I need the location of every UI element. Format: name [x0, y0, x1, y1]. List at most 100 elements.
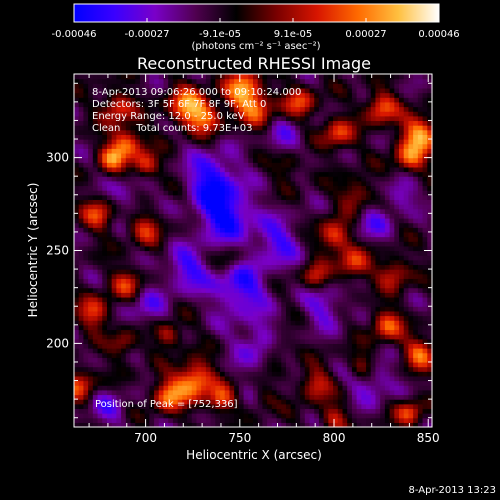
heatmap-cell	[347, 296, 353, 303]
heatmap-cell	[248, 329, 254, 335]
heatmap-cell	[290, 389, 296, 396]
heatmap-cell	[267, 422, 273, 428]
heatmap-cell	[229, 120, 235, 126]
heatmap-cell	[314, 250, 320, 256]
heatmap-cell	[257, 366, 264, 372]
heatmap-cell	[253, 97, 259, 103]
heatmap-cell	[366, 278, 372, 284]
heatmap-cell	[139, 315, 146, 321]
heatmap-cell	[347, 106, 353, 112]
heatmap-cell	[125, 338, 132, 344]
heatmap-cell	[135, 241, 141, 247]
heatmap-cell	[144, 222, 150, 228]
heatmap-cell	[111, 152, 117, 159]
heatmap-cell	[74, 194, 80, 200]
heatmap-cell	[187, 245, 193, 252]
heatmap-cell	[135, 292, 141, 298]
heatmap-cell	[271, 357, 278, 363]
heatmap-cell	[191, 115, 198, 122]
heatmap-cell	[290, 422, 296, 428]
heatmap-cell	[271, 408, 278, 414]
heatmap-cell	[238, 315, 245, 321]
heatmap-cell	[116, 125, 122, 131]
heatmap-cell	[149, 87, 155, 94]
heatmap-cell	[238, 111, 245, 117]
heatmap-cell	[243, 208, 249, 214]
heatmap-cell	[177, 310, 183, 317]
heatmap-cell	[281, 180, 287, 187]
heatmap-cell	[83, 92, 89, 98]
heatmap-cell	[163, 334, 169, 340]
heatmap-cell	[300, 422, 306, 428]
heatmap-cell	[380, 357, 386, 363]
heatmap-cell	[328, 162, 334, 168]
heatmap-cell	[144, 143, 150, 149]
heatmap-cell	[220, 171, 226, 177]
heatmap-cell	[333, 97, 339, 103]
heatmap-cell	[205, 148, 212, 154]
heatmap-cell	[370, 417, 377, 423]
heatmap-cell	[111, 348, 117, 354]
heatmap-cell	[177, 129, 183, 135]
heatmap-cell	[295, 148, 301, 154]
heatmap-cell	[201, 213, 207, 219]
heatmap-cell	[144, 348, 150, 354]
heatmap-cell	[238, 394, 245, 400]
heatmap-cell	[281, 245, 287, 252]
heatmap-cell	[201, 111, 207, 117]
heatmap-cell	[328, 217, 334, 224]
heatmap-cell	[78, 190, 85, 196]
heatmap-cell	[238, 213, 245, 219]
heatmap-cell	[172, 371, 179, 377]
heatmap-cell	[347, 301, 353, 307]
heatmap-cell	[210, 148, 216, 154]
heatmap-cell	[135, 227, 141, 233]
heatmap-cell	[366, 120, 372, 126]
heatmap-cell	[323, 157, 329, 163]
heatmap-cell	[234, 115, 240, 122]
heatmap-cell	[342, 87, 348, 94]
heatmap-cell	[238, 329, 245, 335]
heatmap-cell	[238, 106, 245, 112]
heatmap-cell	[356, 329, 362, 335]
heatmap-cell	[182, 222, 188, 228]
heatmap-cell	[102, 120, 108, 126]
heatmap-cell	[314, 171, 320, 177]
heatmap-cell	[83, 343, 89, 349]
heatmap-cell	[125, 315, 132, 321]
heatmap-cell	[149, 231, 155, 238]
heatmap-cell	[106, 97, 113, 103]
heatmap-cell	[74, 403, 80, 410]
heatmap-cell	[144, 101, 150, 108]
heatmap-cell	[285, 213, 292, 219]
heatmap-cell	[342, 92, 348, 98]
heatmap-cell	[149, 306, 155, 312]
heatmap-cell	[224, 190, 231, 196]
heatmap-cell	[238, 92, 245, 98]
heatmap-cell	[229, 292, 235, 298]
heatmap-cell	[323, 413, 329, 419]
heatmap-cell	[375, 278, 381, 284]
heatmap-cell	[347, 199, 353, 205]
heatmap-cell	[238, 194, 245, 200]
heatmap-cell	[116, 287, 122, 293]
heatmap-cell	[74, 222, 80, 228]
heatmap-cell	[267, 394, 273, 400]
heatmap-cell	[238, 199, 245, 205]
heatmap-cell	[243, 125, 249, 131]
heatmap-cell	[380, 403, 386, 410]
heatmap-cell	[135, 380, 141, 386]
heatmap-cell	[351, 125, 358, 131]
heatmap-cell	[172, 399, 179, 405]
heatmap-cell	[125, 408, 132, 414]
heatmap-cell	[205, 357, 212, 363]
heatmap-cell	[323, 389, 329, 396]
heatmap-cell	[106, 408, 113, 414]
heatmap-cell	[262, 375, 268, 382]
heatmap-cell	[116, 101, 122, 108]
heatmap-cell	[285, 199, 292, 205]
heatmap-cell	[243, 255, 249, 261]
heatmap-cell	[102, 139, 108, 145]
heatmap-cell	[262, 366, 268, 372]
heatmap-cell	[318, 315, 325, 321]
